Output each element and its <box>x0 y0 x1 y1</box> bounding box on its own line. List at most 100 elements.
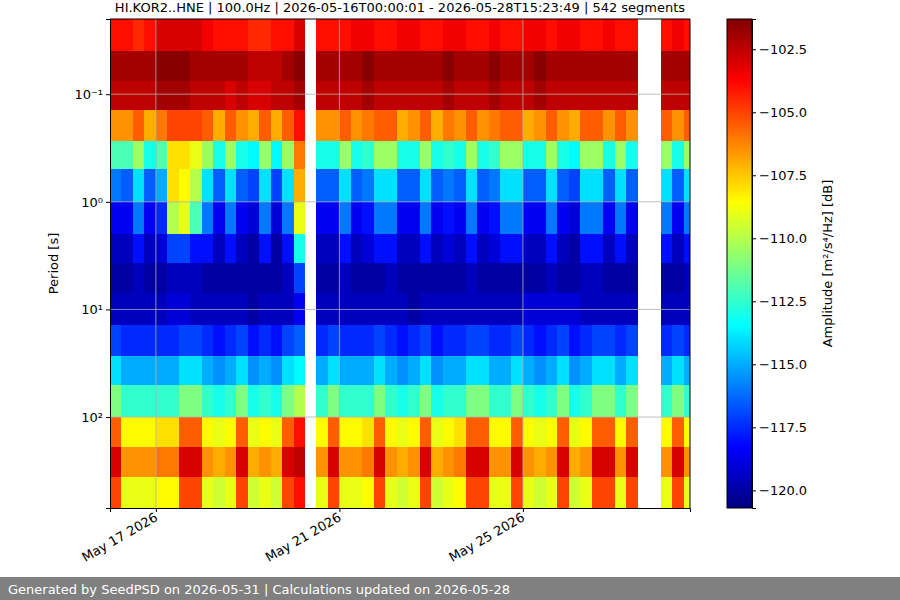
cell <box>202 234 214 263</box>
cell <box>500 141 512 170</box>
y-axis-line <box>106 20 111 509</box>
cell <box>328 141 340 170</box>
cell <box>385 110 397 141</box>
cell <box>156 202 168 235</box>
cell <box>546 169 558 202</box>
cell <box>603 263 615 293</box>
cell <box>156 234 168 263</box>
cell <box>236 19 248 52</box>
cell <box>316 19 328 52</box>
colorbar-tick: −120.0 <box>752 483 807 498</box>
colorbar-tick: −115.0 <box>752 357 807 372</box>
cell <box>626 141 638 170</box>
cell <box>385 477 397 508</box>
cell <box>179 110 191 141</box>
cell <box>339 263 351 293</box>
cell <box>557 417 569 447</box>
cell <box>500 19 512 52</box>
cell <box>523 234 535 263</box>
cell <box>580 263 592 293</box>
cell <box>385 202 397 235</box>
cell <box>569 417 581 447</box>
cell <box>202 356 214 385</box>
cell <box>603 325 615 356</box>
cell <box>156 51 168 81</box>
cell <box>259 51 271 81</box>
cell <box>511 325 523 356</box>
cell <box>443 263 455 293</box>
cell <box>294 417 306 447</box>
cell <box>615 202 627 235</box>
cell <box>546 202 558 235</box>
cell <box>466 19 478 52</box>
cell <box>397 356 409 385</box>
cell <box>661 169 673 202</box>
cell <box>294 447 306 477</box>
cell <box>489 110 501 141</box>
cell <box>500 51 512 81</box>
cell <box>580 169 592 202</box>
cell <box>156 110 168 141</box>
cell <box>431 51 443 81</box>
cell <box>569 19 581 52</box>
cell <box>454 169 466 202</box>
cell <box>259 110 271 141</box>
cell <box>408 417 420 447</box>
colorbar-tick-label: −105.0 <box>759 105 807 120</box>
cell <box>133 325 145 356</box>
y-tick-label: 10¹ <box>81 302 103 317</box>
cell <box>167 417 179 447</box>
cell <box>351 263 363 293</box>
colorbar-axis-line <box>753 20 757 509</box>
cell <box>202 110 214 141</box>
cell <box>511 169 523 202</box>
cell <box>190 325 202 356</box>
cell <box>546 356 558 385</box>
cell <box>454 325 466 356</box>
cell <box>523 19 535 52</box>
cell <box>592 385 604 418</box>
grid-line-y <box>110 309 690 310</box>
cell <box>420 169 432 202</box>
cell <box>190 19 202 52</box>
cell <box>661 141 673 170</box>
cell <box>672 141 684 170</box>
cell <box>190 417 202 447</box>
cell <box>592 234 604 263</box>
cell <box>156 356 168 385</box>
cell <box>179 477 191 508</box>
cell <box>443 141 455 170</box>
y-tick-mark <box>106 417 110 418</box>
cell <box>684 356 690 385</box>
cell <box>500 417 512 447</box>
cell <box>351 234 363 263</box>
cell <box>294 81 306 111</box>
cell <box>603 51 615 81</box>
cell <box>351 19 363 52</box>
cell <box>374 110 386 141</box>
cell <box>339 110 351 141</box>
cell <box>420 447 432 477</box>
x-tick-mark <box>523 508 524 512</box>
cell <box>236 110 248 141</box>
cell <box>316 477 328 508</box>
y-tick-mark <box>106 309 110 310</box>
cell <box>133 356 145 385</box>
cell <box>282 417 294 447</box>
cell <box>213 141 225 170</box>
cell <box>672 417 684 447</box>
cell <box>236 356 248 385</box>
cell <box>557 19 569 52</box>
cell <box>271 417 283 447</box>
cell <box>225 234 237 263</box>
cell <box>316 447 328 477</box>
cell <box>133 263 145 293</box>
cell <box>144 234 156 263</box>
cell <box>385 356 397 385</box>
cell <box>248 417 260 447</box>
cell <box>328 325 340 356</box>
cell <box>603 110 615 141</box>
cell <box>374 263 386 293</box>
cell <box>454 263 466 293</box>
cell <box>248 325 260 356</box>
